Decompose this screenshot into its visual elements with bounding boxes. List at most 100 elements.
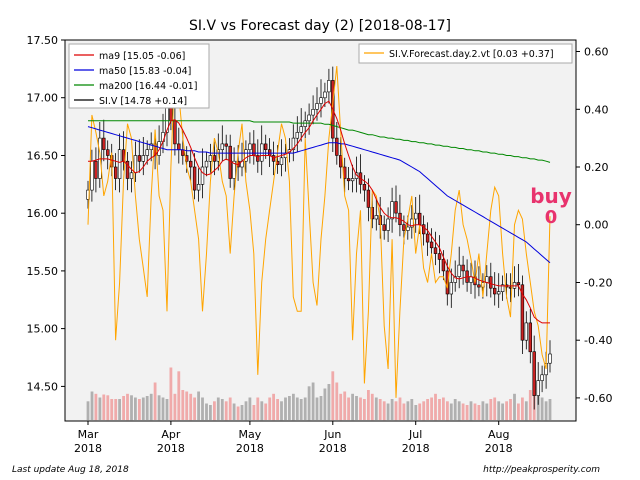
left-tick-label: 16.00	[27, 207, 59, 220]
candle-body	[106, 149, 110, 156]
volume-bar	[477, 405, 481, 420]
volume-bar	[102, 394, 106, 420]
volume-bar	[323, 388, 327, 420]
candle-body	[485, 276, 489, 283]
volume-bar	[446, 401, 449, 421]
candle-body	[102, 137, 106, 150]
volume-bar	[141, 397, 145, 420]
candle-body	[445, 270, 450, 295]
volume-bar	[509, 399, 512, 420]
x-tick-label: May	[239, 428, 262, 441]
candle-body	[323, 91, 327, 99]
volume-bar	[295, 397, 299, 420]
volume-bar	[268, 397, 272, 420]
volume-bar	[299, 399, 303, 420]
right-tick-label: -0.20	[584, 277, 612, 290]
volume-bar	[185, 391, 189, 420]
volume-bar	[197, 391, 200, 420]
candle-body	[327, 80, 331, 93]
left-tick-label: 14.50	[27, 380, 59, 393]
candle-body	[224, 143, 228, 147]
volume-bar	[414, 405, 418, 420]
volume-bar	[426, 399, 429, 420]
volume-bar	[378, 399, 382, 420]
volume-bar	[157, 395, 161, 421]
volume-bar	[521, 397, 524, 420]
volume-bar	[284, 397, 287, 420]
volume-bar	[228, 397, 232, 420]
right-tick-label: 0.20	[584, 161, 609, 174]
volume-bar	[110, 399, 114, 420]
candle-body	[145, 149, 149, 156]
volume-bar	[118, 399, 121, 420]
candle-body	[496, 291, 501, 295]
candle-body	[232, 160, 236, 179]
volume-bar	[98, 397, 102, 420]
legend-entry: ma9 [15.05 -0.06]	[99, 51, 185, 62]
volume-bar	[256, 397, 260, 420]
candle-body	[307, 114, 311, 122]
volume-bar	[406, 401, 410, 421]
legend-entry: ma50 [15.83 -0.04]	[99, 66, 191, 77]
candle-body	[461, 264, 465, 272]
volume-bar	[138, 399, 141, 420]
right-axis: -0.60 -0.40 -0.20 0.00 0.20 0.40 0.60	[576, 46, 612, 405]
candle-body	[394, 201, 398, 214]
volume-bar	[220, 399, 224, 420]
candle-body	[548, 353, 552, 364]
volume-bar	[260, 401, 264, 421]
buy-annotation: buy 0	[530, 184, 572, 228]
candle-body	[248, 143, 252, 150]
volume-bar	[280, 401, 283, 421]
left-axis: 14.50 15.00 15.50 16.00 16.50 17.00 17.50	[27, 34, 65, 393]
candle-body	[477, 284, 481, 288]
candle-body	[319, 97, 323, 104]
volume-bar	[359, 397, 362, 420]
candle-body	[362, 184, 367, 191]
volume-bar	[422, 401, 426, 421]
right-tick-label: 0.60	[584, 46, 609, 59]
volume-bar	[90, 391, 94, 420]
candle-body	[291, 137, 296, 150]
candle-body	[449, 282, 453, 295]
volume-bar	[402, 403, 406, 420]
candle-body	[90, 160, 94, 191]
volume-bar	[181, 390, 185, 420]
volume-bar	[469, 401, 473, 421]
volume-bar	[331, 371, 335, 421]
volume-bar	[461, 403, 465, 420]
volume-bar	[205, 403, 208, 420]
buy-value: 0	[545, 207, 558, 228]
candle-body	[469, 276, 473, 283]
volume-bar	[347, 397, 350, 420]
candle-body	[540, 374, 544, 381]
volume-bar	[126, 393, 129, 421]
volume-bar	[438, 399, 441, 420]
volume-bar	[307, 386, 311, 421]
candle-body	[524, 322, 529, 341]
candle-body	[492, 287, 497, 295]
candle-body	[350, 178, 355, 182]
volume-bar	[276, 399, 279, 420]
candle-body	[374, 215, 378, 220]
right-tick-label: 0.40	[584, 103, 609, 116]
candle-body	[425, 233, 430, 243]
legend-entry: SI.V [14.78 +0.14]	[99, 96, 187, 107]
candle-body	[536, 380, 540, 396]
volume-bar	[370, 393, 374, 421]
volume-bar	[374, 397, 378, 420]
volume-bar	[540, 397, 544, 420]
ma200-line	[88, 120, 551, 163]
candle-body	[173, 120, 177, 145]
volume-bar	[524, 401, 528, 421]
volume-bar	[145, 396, 149, 420]
candle-body	[256, 155, 260, 162]
x-tick-year: 2018	[485, 442, 513, 455]
candle-body	[406, 226, 410, 231]
volume-bar	[272, 393, 275, 421]
candle-body	[402, 224, 406, 231]
candle-body	[125, 160, 130, 179]
volume-bar	[315, 397, 319, 420]
volume-bar	[442, 397, 445, 420]
source-url: http://peakprosperity.com	[483, 465, 600, 475]
